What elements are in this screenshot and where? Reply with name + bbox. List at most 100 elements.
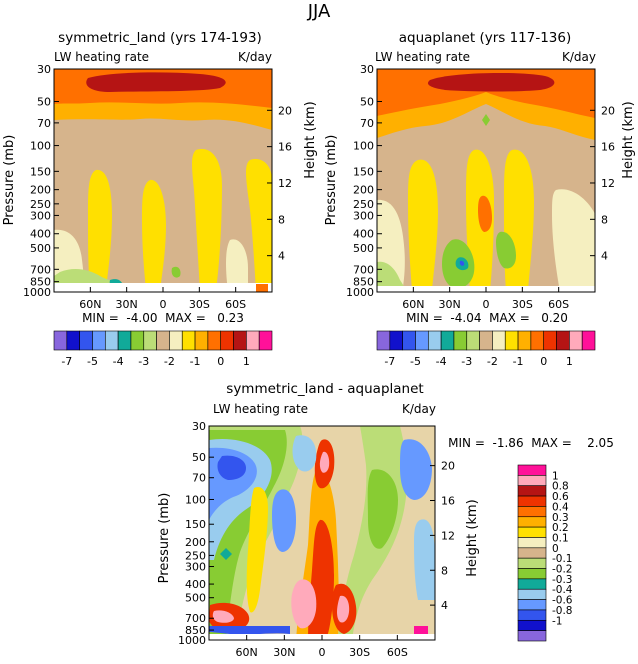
pressure-tick-label: 250 xyxy=(353,198,374,211)
pressure-tick-label: 1000 xyxy=(178,634,206,647)
pressure-tick-label: 200 xyxy=(353,184,374,197)
panel-title: aquaplanet (yrs 117-136) xyxy=(399,30,572,46)
colorbar-swatch xyxy=(130,330,145,351)
colorbar-label: -0.8 xyxy=(552,605,573,617)
height-tick-label: 8 xyxy=(601,213,608,226)
colorbar-label: -0.2 xyxy=(552,564,573,576)
colorbar-swatch xyxy=(389,330,403,351)
pressure-tick-label: 300 xyxy=(353,209,374,222)
latitude-tick-label: 30S xyxy=(189,298,210,311)
colorbar-swatch xyxy=(517,506,547,518)
pressure-tick-label: 70 xyxy=(360,117,374,130)
colorbar-swatch xyxy=(517,547,547,559)
panel-symmetric-land: symmetric_land (yrs 174-193) LW heating … xyxy=(2,30,318,368)
left-blue-core xyxy=(217,455,246,480)
far-right-green xyxy=(367,469,398,549)
colorbar-swatch xyxy=(517,609,547,621)
panel-title: symmetric_land - aquaplanet xyxy=(226,381,423,397)
height-axis-title: Height (km) xyxy=(621,101,636,178)
blue-mid-left xyxy=(272,489,296,552)
colorbar-label: -3 xyxy=(138,355,149,368)
colorbar-swatch xyxy=(169,330,183,351)
yellow-left xyxy=(408,159,438,290)
latitude-axis: 60N 30N 0 30S 60S xyxy=(79,287,246,311)
variable-label: LW heating rate xyxy=(375,50,470,64)
colorbar-swatch xyxy=(156,330,170,351)
colorbar-label: 0.1 xyxy=(552,532,569,544)
pressure-tick-label: 30 xyxy=(360,63,374,76)
pressure-tick-label: 250 xyxy=(30,198,51,211)
height-tick-label: 16 xyxy=(601,141,615,154)
colorbar-label: 0.3 xyxy=(552,512,569,524)
height-axis: 4 8 12 16 20 Height (km) xyxy=(430,460,480,612)
latitude-tick-label: 0 xyxy=(483,298,490,311)
panel-title: symmetric_land (yrs 174-193) xyxy=(58,30,262,46)
pressure-tick-label: 700 xyxy=(353,263,374,276)
colorbar-swatch xyxy=(517,475,547,487)
pressure-tick-label: 850 xyxy=(353,276,374,289)
height-tick-label: 8 xyxy=(441,564,448,577)
pressure-axis-title: Pressure (mb) xyxy=(157,493,172,584)
pressure-tick-label: 150 xyxy=(30,165,51,178)
colorbar-swatch xyxy=(92,330,106,351)
colorbar-label: -1 xyxy=(552,615,562,627)
colorbar-swatch xyxy=(181,330,196,351)
green-speck xyxy=(171,266,181,278)
colorbar-swatch xyxy=(517,568,547,580)
colorbar-swatch xyxy=(194,330,209,351)
colorbar-swatch xyxy=(479,330,493,351)
colorbar-swatch xyxy=(517,485,547,497)
lower-cream-right xyxy=(226,239,248,292)
pressure-tick-label: 70 xyxy=(37,117,51,130)
height-tick-label: 4 xyxy=(441,599,448,612)
pressure-tick-label: 500 xyxy=(353,242,374,255)
height-axis: 4 8 12 16 20 Height (km) xyxy=(267,101,318,263)
height-tick-label: 20 xyxy=(601,104,615,117)
far-right-lightblue xyxy=(414,519,435,600)
latitude-tick-label: 0 xyxy=(160,298,167,311)
pink-bottom-left xyxy=(291,579,317,629)
height-tick-label: 4 xyxy=(278,250,285,263)
colorbar-swatch xyxy=(415,330,429,351)
colorbar-swatch xyxy=(117,330,132,351)
height-tick-label: 12 xyxy=(278,177,292,190)
colorbar-label: -4 xyxy=(436,355,447,368)
pressure-tick-label: 70 xyxy=(192,472,206,485)
far-right-blue xyxy=(400,439,432,500)
lightblue-center xyxy=(292,435,317,472)
pressure-tick-label: 500 xyxy=(185,592,206,605)
pressure-tick-label: 1000 xyxy=(23,286,51,299)
colorbar: -7 -5 -4 -3 -2 -1 0 1 xyxy=(53,330,273,368)
colorbar-swatch xyxy=(517,588,547,600)
colorbar-swatch xyxy=(517,557,547,569)
height-tick-label: 8 xyxy=(278,213,285,226)
colorbar-swatch xyxy=(517,537,547,549)
colorbar-swatch xyxy=(581,330,596,351)
pressure-tick-label: 50 xyxy=(37,95,51,108)
colorbar-label: -3 xyxy=(461,355,472,368)
pressure-tick-label: 300 xyxy=(185,561,206,574)
height-tick-label: 16 xyxy=(278,141,292,154)
colorbar-swatch xyxy=(79,330,93,351)
surface-green xyxy=(377,261,406,292)
pressure-tick-label: 1000 xyxy=(346,286,374,299)
units-label: K/day xyxy=(562,50,596,64)
mid-yellow-right xyxy=(192,149,222,290)
colorbar-swatch xyxy=(517,516,547,528)
teal-small xyxy=(220,548,232,560)
bottom-blue-strip xyxy=(209,626,290,635)
colorbar-swatch xyxy=(233,330,247,351)
colorbar-label: -2 xyxy=(487,355,498,368)
colorbar: -7 -5 -4 -3 -2 -1 0 1 xyxy=(376,330,596,368)
upper-red-core xyxy=(86,72,226,92)
colorbar-label: -5 xyxy=(410,355,421,368)
yellow-right xyxy=(504,149,534,290)
mid-yellow-left xyxy=(88,169,112,290)
colorbar-label: -5 xyxy=(87,355,98,368)
bottom-right-pink xyxy=(414,626,428,636)
pressure-axis-title: Pressure (mb) xyxy=(2,135,17,226)
colorbar-swatch xyxy=(376,330,391,351)
right-pink xyxy=(337,595,350,623)
height-tick-label: 4 xyxy=(601,250,608,263)
